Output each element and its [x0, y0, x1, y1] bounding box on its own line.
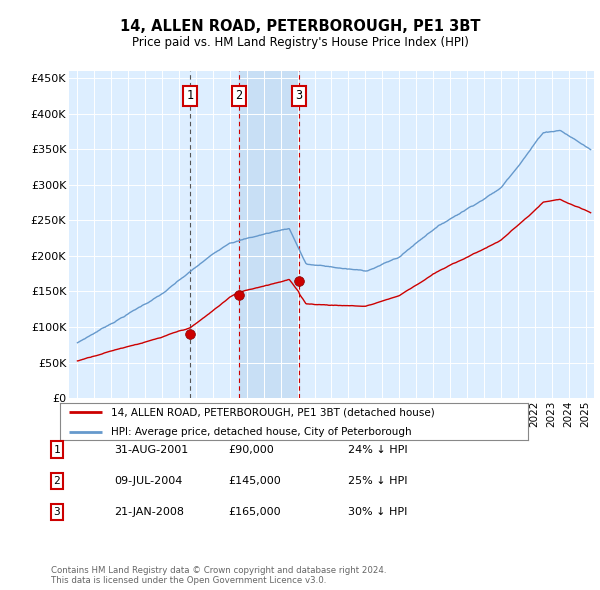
Text: 14, ALLEN ROAD, PETERBOROUGH, PE1 3BT (detached house): 14, ALLEN ROAD, PETERBOROUGH, PE1 3BT (d…	[112, 407, 435, 417]
Text: 24% ↓ HPI: 24% ↓ HPI	[348, 445, 407, 454]
Text: 2: 2	[235, 89, 242, 102]
Bar	[239, 71, 299, 398]
Text: Price paid vs. HM Land Registry's House Price Index (HPI): Price paid vs. HM Land Registry's House …	[131, 36, 469, 49]
Text: 2: 2	[53, 476, 61, 486]
Text: 1: 1	[53, 445, 61, 454]
Text: 21-JAN-2008: 21-JAN-2008	[114, 507, 184, 517]
Text: £165,000: £165,000	[228, 507, 281, 517]
Text: 09-JUL-2004: 09-JUL-2004	[114, 476, 182, 486]
Text: 1: 1	[187, 89, 194, 102]
Text: 31-AUG-2001: 31-AUG-2001	[114, 445, 188, 454]
Text: 14, ALLEN ROAD, PETERBOROUGH, PE1 3BT: 14, ALLEN ROAD, PETERBOROUGH, PE1 3BT	[120, 19, 480, 34]
Text: HPI: Average price, detached house, City of Peterborough: HPI: Average price, detached house, City…	[112, 427, 412, 437]
Text: £90,000: £90,000	[228, 445, 274, 454]
Text: 30% ↓ HPI: 30% ↓ HPI	[348, 507, 407, 517]
Text: £145,000: £145,000	[228, 476, 281, 486]
Text: 3: 3	[53, 507, 61, 517]
Text: 25% ↓ HPI: 25% ↓ HPI	[348, 476, 407, 486]
Text: 3: 3	[295, 89, 302, 102]
Text: Contains HM Land Registry data © Crown copyright and database right 2024.
This d: Contains HM Land Registry data © Crown c…	[51, 566, 386, 585]
